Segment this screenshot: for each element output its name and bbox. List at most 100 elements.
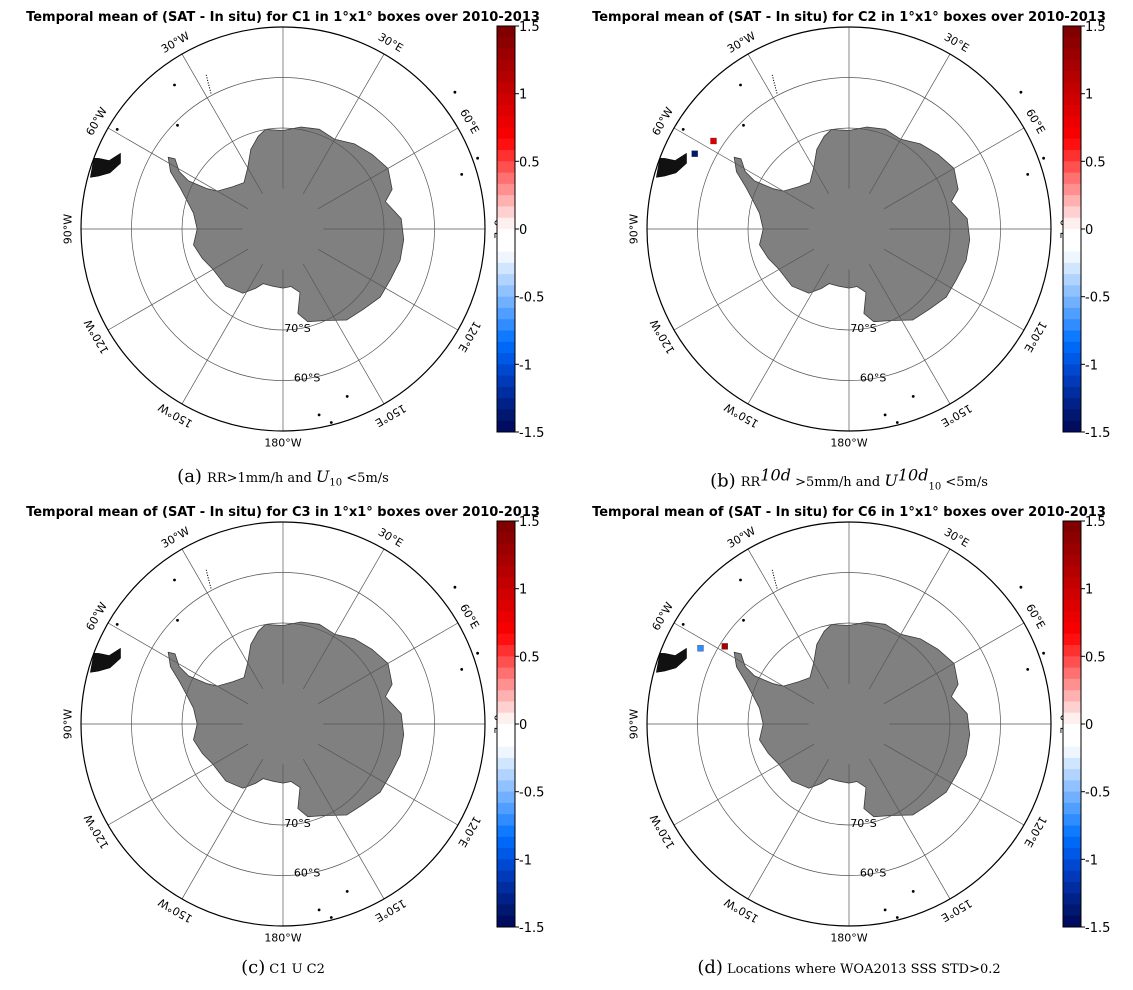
colorbar-segment xyxy=(1063,791,1081,804)
colorbar-segment xyxy=(1063,398,1081,410)
colorbar-segment xyxy=(1063,656,1081,669)
map-boundary-circle xyxy=(80,521,486,927)
colorbar-segment xyxy=(497,116,515,128)
panel-title: Temporal mean of (SAT - In situ) for C1 … xyxy=(26,10,540,25)
colorbar-segment xyxy=(497,757,515,770)
island xyxy=(208,582,211,584)
colorbar-tick-label: 0.5 xyxy=(1085,155,1106,170)
latitude-label: 70°S xyxy=(850,322,876,335)
colorbar-segment xyxy=(497,588,515,601)
data-box-marker xyxy=(691,150,698,157)
panel-title: Temporal mean of (SAT - In situ) for C6 … xyxy=(592,505,1106,520)
colorbar-segment xyxy=(497,848,515,860)
caption-label: (d) xyxy=(697,957,723,978)
island xyxy=(206,77,208,79)
longitude-label: 150°E xyxy=(373,896,409,924)
island xyxy=(895,916,899,919)
meridian-line xyxy=(747,53,830,195)
longitude-label: 120°W xyxy=(648,812,678,851)
longitude-label: 150°W xyxy=(722,895,761,925)
colorbar-tick-label: 0.5 xyxy=(519,650,540,665)
colorbar-tick-label: -0.5 xyxy=(1085,291,1110,306)
latitude-label: 70°S xyxy=(284,322,310,335)
meridian-line xyxy=(673,127,815,210)
longitude-label: 180°W xyxy=(830,437,867,450)
colorbar-segment xyxy=(497,172,515,185)
longitude-label: 90°W xyxy=(61,214,74,244)
colorbar-segment xyxy=(497,59,515,72)
longitude-label: 180°W xyxy=(264,437,301,450)
colorbar-segment xyxy=(497,195,515,207)
meridian-line xyxy=(317,622,459,705)
colorbar: 1.5 1 0.5 0 -0.5 -1 -1.5 xyxy=(496,515,544,936)
colorbar-segment xyxy=(1063,825,1081,838)
colorbar-segment xyxy=(1063,251,1081,264)
longitude-label: 60°E xyxy=(457,602,482,631)
colorbar-segment xyxy=(497,521,515,533)
longitude-label: 150°W xyxy=(722,400,761,430)
colorbar-segment xyxy=(497,26,515,38)
colorbar-segment xyxy=(1063,217,1081,230)
latitude-label: 70°S xyxy=(850,817,876,830)
data-box-marker xyxy=(721,643,728,650)
colorbar-tick-label: -1.5 xyxy=(519,921,544,936)
colorbar-segment xyxy=(1063,296,1081,309)
colorbar-segment xyxy=(1063,543,1081,556)
island xyxy=(176,123,179,127)
meridian-line xyxy=(673,248,815,331)
colorbar-segment xyxy=(497,566,515,578)
latitude-label: 70°S xyxy=(284,817,310,830)
colorbar-segment xyxy=(497,554,515,567)
colorbar-segment xyxy=(497,735,515,748)
meridian-line xyxy=(107,248,249,331)
island xyxy=(883,413,887,417)
meridian-line xyxy=(673,743,815,826)
meridian-line xyxy=(747,548,830,690)
island xyxy=(207,574,209,576)
colorbar-segment xyxy=(1063,769,1081,781)
island xyxy=(210,92,212,94)
caption-text: Locations where WOA2013 SSS STD>0.2 xyxy=(726,962,1001,977)
colorbar-segment xyxy=(1063,26,1081,38)
island xyxy=(739,578,742,582)
island xyxy=(773,79,775,81)
colorbar-segment xyxy=(1063,611,1081,623)
colorbar-segment xyxy=(1063,678,1081,691)
colorbar-segment xyxy=(497,262,515,275)
map-panel-c: Temporal mean of (SAT - In situ) for C3 … xyxy=(0,495,566,990)
colorbar-segment xyxy=(497,656,515,669)
colorbar-segment xyxy=(1063,353,1081,365)
caption-variable: U xyxy=(315,467,330,486)
island xyxy=(883,908,887,912)
colorbar-segment xyxy=(497,274,515,286)
colorbar-segment xyxy=(1063,757,1081,770)
colorbar-segment xyxy=(1063,645,1081,657)
polar-map-b: Temporal mean of (SAT - In situ) for C2 … xyxy=(592,10,1110,450)
island xyxy=(173,578,176,582)
island xyxy=(345,890,349,893)
longitude-label: 30°E xyxy=(376,30,405,55)
meridian-line xyxy=(868,263,951,405)
colorbar-segment xyxy=(1063,532,1081,545)
island xyxy=(476,156,479,160)
colorbar-segment xyxy=(1063,206,1081,219)
colorbar-tick-label: 1 xyxy=(1085,88,1093,103)
colorbar-segment xyxy=(497,746,515,759)
colorbar-tick-label: 1.5 xyxy=(519,515,540,530)
longitude-label: 150°E xyxy=(373,401,409,429)
caption-superscript-2: 10d xyxy=(897,466,929,485)
caption-text-part2: >5mm/h and xyxy=(795,475,881,491)
island xyxy=(1026,668,1030,671)
colorbar-segment xyxy=(1063,904,1081,917)
longitude-label: 30°E xyxy=(942,30,971,55)
colorbar-segment xyxy=(497,251,515,264)
colorbar: 1.5 1 0.5 0 -0.5 -1 -1.5 xyxy=(1062,20,1110,441)
colorbar-segment xyxy=(1063,724,1081,736)
colorbar-segment xyxy=(1063,521,1081,533)
meridian-line xyxy=(302,53,385,195)
island xyxy=(771,74,773,76)
meridian-line xyxy=(883,622,1025,705)
colorbar-segment xyxy=(497,870,515,883)
colorbar-segment xyxy=(497,780,515,793)
longitude-label: 150°E xyxy=(939,896,975,924)
